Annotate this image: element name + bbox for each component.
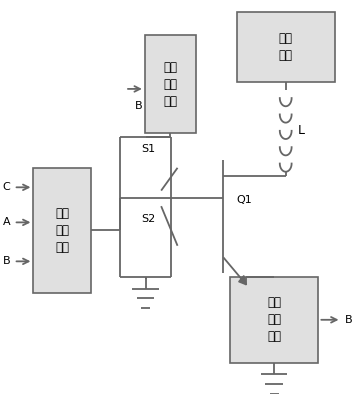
Bar xyxy=(33,168,91,293)
Text: 开关
控制
装置: 开关 控制 装置 xyxy=(55,207,69,254)
Text: B: B xyxy=(134,101,142,111)
Text: A: A xyxy=(3,217,10,227)
Polygon shape xyxy=(239,276,246,285)
Text: S2: S2 xyxy=(141,214,156,224)
Text: B: B xyxy=(345,315,352,325)
Bar xyxy=(237,12,335,82)
Text: L: L xyxy=(298,124,305,137)
Text: 直流
电源: 直流 电源 xyxy=(279,32,293,62)
Text: B: B xyxy=(3,256,10,266)
Text: C: C xyxy=(2,182,10,192)
Text: S1: S1 xyxy=(141,144,156,154)
Text: 电流
检测
单元: 电流 检测 单元 xyxy=(267,296,281,343)
Bar xyxy=(145,35,196,133)
Bar xyxy=(230,277,318,363)
Text: Q1: Q1 xyxy=(237,195,252,205)
Text: 电流
供给
装置: 电流 供给 装置 xyxy=(163,60,177,107)
